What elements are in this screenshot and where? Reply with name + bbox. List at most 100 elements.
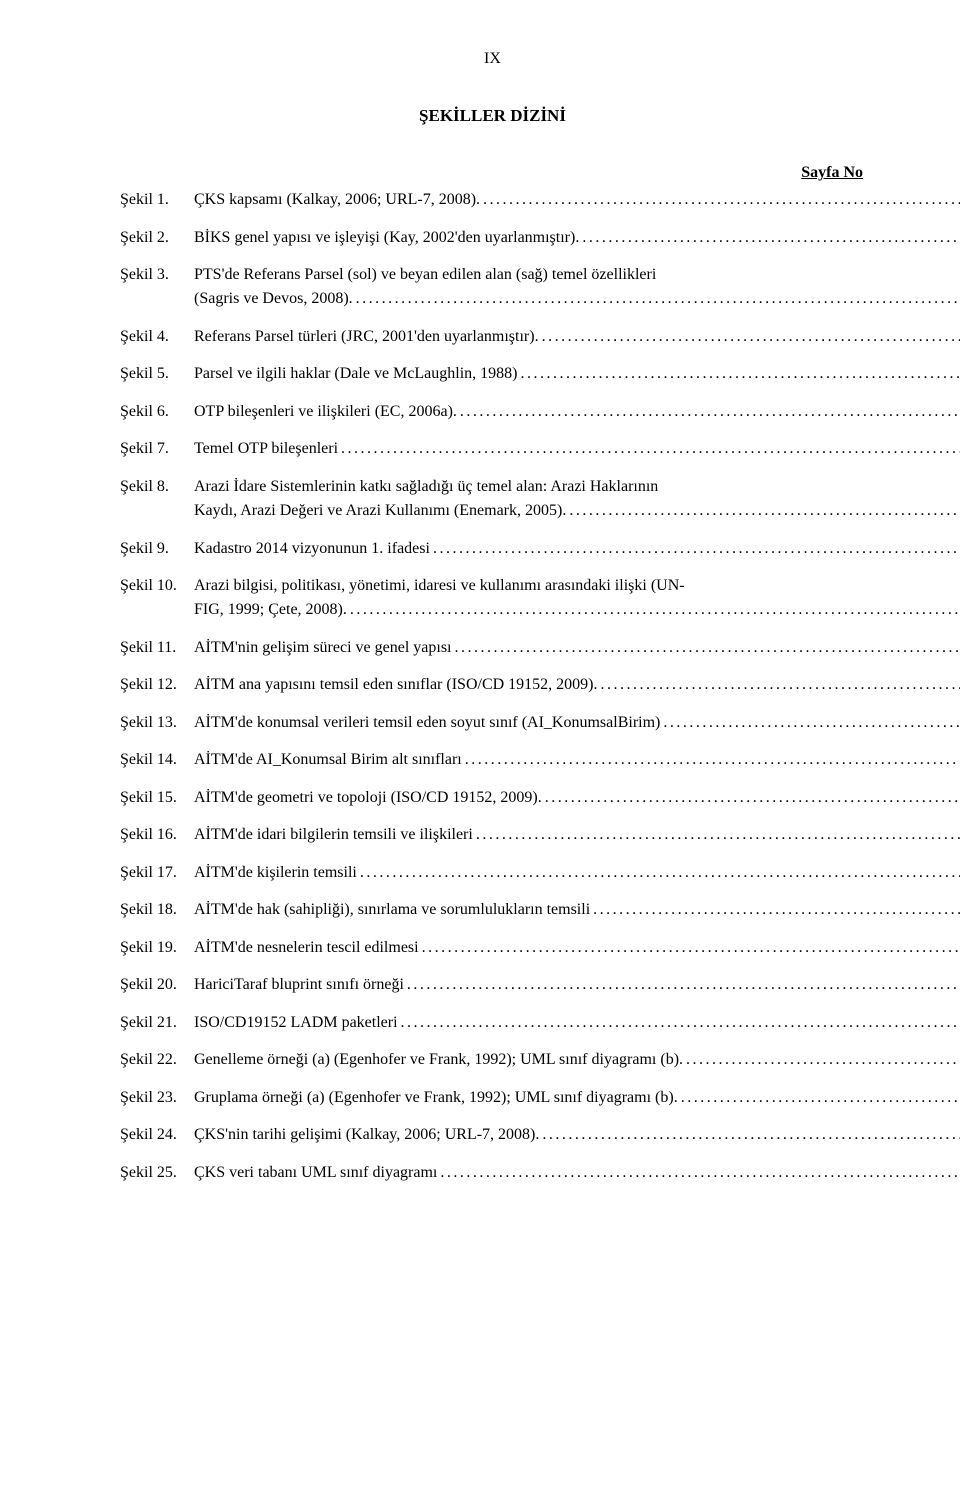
- entry-content: BİKS genel yapısı ve işleyişi (Kay, 2002…: [194, 226, 960, 250]
- entry-text: ISO/CD19152 LADM paketleri: [194, 1011, 398, 1035]
- entry-text: ÇKS veri tabanı UML sınıf diyagramı: [194, 1161, 437, 1185]
- toc-entry: Şekil 9.Kadastro 2014 vizyonunun 1. ifad…: [120, 537, 865, 561]
- entry-text: Referans Parsel türleri (JRC, 2001'den u…: [194, 325, 539, 349]
- entry-label: Şekil 6.: [120, 400, 194, 424]
- dot-leader: [356, 287, 960, 311]
- entry-line: AİTM ana yapısını temsil eden sınıflar (…: [194, 673, 960, 697]
- toc-entry: Şekil 17.AİTM'de kişilerin temsili47: [120, 861, 865, 885]
- dot-leader: [407, 973, 960, 997]
- dot-leader: [360, 861, 960, 885]
- entry-line: ÇKS veri tabanı UML sınıf diyagramı62: [194, 1161, 960, 1185]
- entry-label: Şekil 14.: [120, 748, 194, 772]
- entry-text: AİTM ana yapısını temsil eden sınıflar (…: [194, 673, 598, 697]
- entry-line: ÇKS kapsamı (Kalkay, 2006; URL-7, 2008).…: [194, 188, 960, 212]
- entry-text-line2: Kaydı, Arazi Değeri ve Arazi Kullanımı (…: [194, 499, 566, 523]
- toc-entry: Şekil 20.HariciTaraf bluprint sınıfı örn…: [120, 973, 865, 997]
- toc-entry: Şekil 12.AİTM ana yapısını temsil eden s…: [120, 673, 865, 697]
- entry-line: AİTM'de geometri ve topoloji (ISO/CD 191…: [194, 786, 960, 810]
- entry-label: Şekil 22.: [120, 1048, 194, 1072]
- entry-text: Kadastro 2014 vizyonunun 1. ifadesi: [194, 537, 430, 561]
- entry-content: Arazi bilgisi, politikası, yönetimi, ida…: [194, 574, 960, 623]
- entry-content: ÇKS veri tabanı UML sınıf diyagramı62: [194, 1161, 960, 1185]
- entry-content: Parsel ve ilgili haklar (Dale ve McLaugh…: [194, 362, 960, 386]
- entry-text: AİTM'de hak (sahipliği), sınırlama ve so…: [194, 898, 590, 922]
- entry-text-line2: FIG, 1999; Çete, 2008).: [194, 598, 347, 622]
- toc-entry: Şekil 11.AİTM'nin gelişim süreci ve gene…: [120, 636, 865, 660]
- toc-entry: Şekil 13.AİTM'de konumsal verileri temsi…: [120, 711, 865, 735]
- dot-leader: [401, 1011, 960, 1035]
- toc-entry: Şekil 8.Arazi İdare Sistemlerinin katkı …: [120, 475, 865, 524]
- entry-text: BİKS genel yapısı ve işleyişi (Kay, 2002…: [194, 226, 579, 250]
- entry-label: Şekil 21.: [120, 1011, 194, 1035]
- entry-content: Arazi İdare Sistemlerinin katkı sağladığ…: [194, 475, 960, 524]
- entry-content: AİTM'de AI_Konumsal Birim alt sınıfları4…: [194, 748, 960, 772]
- entry-label: Şekil 4.: [120, 325, 194, 349]
- entry-content: ISO/CD19152 LADM paketleri51: [194, 1011, 960, 1035]
- dot-leader: [520, 362, 960, 386]
- entry-line: AİTM'de hak (sahipliği), sınırlama ve so…: [194, 898, 960, 922]
- entry-content: HariciTaraf bluprint sınıfı örneği50: [194, 973, 960, 997]
- toc-entry: Şekil 7.Temel OTP bileşenleri29: [120, 437, 865, 461]
- toc-entry: Şekil 10.Arazi bilgisi, politikası, yöne…: [120, 574, 865, 623]
- toc-entry: Şekil 18.AİTM'de hak (sahipliği), sınırl…: [120, 898, 865, 922]
- entry-content: Temel OTP bileşenleri29: [194, 437, 960, 461]
- entry-text: ÇKS kapsamı (Kalkay, 2006; URL-7, 2008).: [194, 188, 480, 212]
- entry-line: Temel OTP bileşenleri29: [194, 437, 960, 461]
- entry-content: Kadastro 2014 vizyonunun 1. ifadesi36: [194, 537, 960, 561]
- dot-leader: [460, 400, 960, 424]
- entry-last-line: (Sagris ve Devos, 2008).20: [194, 287, 960, 311]
- entry-line: ISO/CD19152 LADM paketleri51: [194, 1011, 960, 1035]
- dot-leader: [686, 1048, 960, 1072]
- entry-text: AİTM'de konumsal verileri temsil eden so…: [194, 711, 660, 735]
- page-number: IX: [120, 50, 865, 68]
- entry-content: AİTM ana yapısını temsil eden sınıflar (…: [194, 673, 960, 697]
- toc-entry: Şekil 15.AİTM'de geometri ve topoloji (I…: [120, 786, 865, 810]
- entry-content: OTP bileşenleri ve ilişkileri (EC, 2006a…: [194, 400, 960, 424]
- entry-content: Genelleme örneği (a) (Egenhofer ve Frank…: [194, 1048, 960, 1072]
- entry-text-line1: PTS'de Referans Parsel (sol) ve beyan ed…: [194, 263, 960, 287]
- entry-label: Şekil 15.: [120, 786, 194, 810]
- entry-line: Kadastro 2014 vizyonunun 1. ifadesi36: [194, 537, 960, 561]
- entry-line: HariciTaraf bluprint sınıfı örneği50: [194, 973, 960, 997]
- toc-entry: Şekil 2.BİKS genel yapısı ve işleyişi (K…: [120, 226, 865, 250]
- page-column-header: Sayfa No: [120, 164, 865, 182]
- entry-content: PTS'de Referans Parsel (sol) ve beyan ed…: [194, 263, 960, 312]
- entry-text: Parsel ve ilgili haklar (Dale ve McLaugh…: [194, 362, 517, 386]
- dot-leader: [465, 748, 960, 772]
- entry-line: AİTM'de nesnelerin tescil edilmesi49: [194, 936, 960, 960]
- entry-text: AİTM'nin gelişim süreci ve genel yapısı: [194, 636, 452, 660]
- dot-leader: [542, 1123, 960, 1147]
- entry-label: Şekil 17.: [120, 861, 194, 885]
- dot-leader: [440, 1161, 960, 1185]
- dot-leader: [569, 499, 960, 523]
- toc-list: Şekil 1.ÇKS kapsamı (Kalkay, 2006; URL-7…: [120, 188, 865, 1185]
- dot-leader: [350, 598, 960, 622]
- entry-label: Şekil 23.: [120, 1086, 194, 1110]
- entry-content: AİTM'de nesnelerin tescil edilmesi49: [194, 936, 960, 960]
- entry-content: AİTM'de konumsal verileri temsil eden so…: [194, 711, 960, 735]
- entry-label: Şekil 7.: [120, 437, 194, 461]
- entry-content: Referans Parsel türleri (JRC, 2001'den u…: [194, 325, 960, 349]
- entry-text: AİTM'de kişilerin temsili: [194, 861, 357, 885]
- entry-text: Genelleme örneği (a) (Egenhofer ve Frank…: [194, 1048, 683, 1072]
- entry-text-line1: Arazi bilgisi, politikası, yönetimi, ida…: [194, 574, 960, 598]
- dot-leader: [545, 786, 960, 810]
- entry-content: AİTM'de hak (sahipliği), sınırlama ve so…: [194, 898, 960, 922]
- entry-last-line: Kaydı, Arazi Değeri ve Arazi Kullanımı (…: [194, 499, 960, 523]
- dot-leader: [593, 898, 960, 922]
- entry-text: OTP bileşenleri ve ilişkileri (EC, 2006a…: [194, 400, 457, 424]
- dot-leader: [455, 636, 960, 660]
- entry-label: Şekil 18.: [120, 898, 194, 922]
- entry-label: Şekil 16.: [120, 823, 194, 847]
- entry-line: AİTM'de idari bilgilerin temsili ve iliş…: [194, 823, 960, 847]
- dot-leader: [681, 1086, 960, 1110]
- toc-entry: Şekil 6.OTP bileşenleri ve ilişkileri (E…: [120, 400, 865, 424]
- entry-label: Şekil 19.: [120, 936, 194, 960]
- entry-text: Gruplama örneği (a) (Egenhofer ve Frank,…: [194, 1086, 678, 1110]
- entry-label: Şekil 2.: [120, 226, 194, 250]
- dot-leader: [582, 226, 960, 250]
- toc-entry: Şekil 1.ÇKS kapsamı (Kalkay, 2006; URL-7…: [120, 188, 865, 212]
- entry-text: ÇKS'nin tarihi gelişimi (Kalkay, 2006; U…: [194, 1123, 539, 1147]
- toc-entry: Şekil 24.ÇKS'nin tarihi gelişimi (Kalkay…: [120, 1123, 865, 1147]
- dot-leader: [663, 711, 960, 735]
